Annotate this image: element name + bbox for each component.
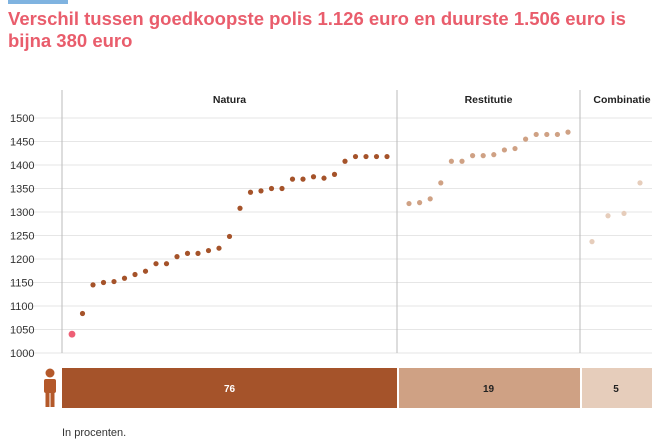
- data-point: [121, 275, 128, 281]
- data-point: [321, 175, 327, 181]
- data-point: [174, 254, 180, 260]
- data-point: [226, 233, 233, 240]
- data-point: [501, 147, 507, 153]
- data-point: [363, 153, 369, 160]
- data-point: [544, 131, 550, 138]
- data-point: [132, 271, 138, 278]
- data-point: [480, 153, 486, 159]
- y-tick-label: 1000: [10, 348, 34, 360]
- data-point: [637, 180, 643, 186]
- data-point: [352, 153, 359, 160]
- data-point: [216, 245, 222, 251]
- data-point: [621, 210, 627, 217]
- data-point: [438, 180, 444, 186]
- data-point: [289, 176, 296, 182]
- person-leg-right: [50, 391, 55, 407]
- y-tick-label: 1400: [10, 160, 34, 172]
- title-accent-bar: [8, 0, 68, 4]
- person-head: [45, 368, 55, 378]
- data-point: [470, 153, 476, 159]
- data-point: [417, 200, 423, 206]
- data-point: [268, 185, 275, 192]
- data-point: [565, 129, 571, 135]
- data-point: [90, 282, 96, 288]
- data-point: [384, 153, 390, 160]
- person-body: [44, 379, 56, 393]
- data-point: [79, 310, 86, 317]
- share-bar-combinatie: [582, 368, 652, 408]
- share-value-restitutie: 19: [483, 384, 495, 395]
- data-point: [448, 158, 454, 164]
- data-point: [142, 268, 149, 274]
- y-tick-label: 1500: [10, 113, 34, 125]
- data-point: [184, 250, 191, 256]
- data-point: [237, 205, 243, 211]
- data-point: [163, 261, 170, 267]
- y-tick-label: 1050: [10, 325, 34, 337]
- data-point: [195, 250, 201, 256]
- y-tick-label: 1250: [10, 231, 34, 243]
- data-point: [533, 131, 539, 138]
- group-label-restitutie: Restitutie: [465, 94, 513, 106]
- share-bar-natura: [62, 368, 397, 408]
- data-point: [258, 188, 264, 194]
- data-point: [605, 213, 611, 219]
- y-tick-label: 1200: [10, 254, 34, 266]
- y-tick-label: 1350: [10, 184, 34, 196]
- page-title: Verschil tussen goedkoopste polis 1.126 …: [8, 8, 626, 51]
- data-point: [100, 279, 107, 286]
- data-point: [279, 185, 285, 192]
- data-point: [459, 158, 465, 164]
- data-point: [512, 145, 518, 152]
- data-point: [300, 176, 306, 182]
- data-point: [523, 136, 529, 142]
- person-leg-left: [45, 391, 50, 407]
- data-point: [554, 131, 561, 138]
- data-point: [427, 196, 433, 202]
- data-point: [491, 152, 497, 158]
- data-point: [331, 171, 338, 177]
- group-label-combinatie: Combinatie: [593, 94, 650, 106]
- person-icon: [44, 368, 56, 407]
- y-tick-label: 1100: [10, 301, 34, 313]
- data-point: [589, 239, 595, 245]
- share-value-combinatie: 5: [613, 384, 619, 395]
- y-tick-label: 1450: [10, 137, 34, 149]
- share-bar-restitutie: [399, 368, 580, 408]
- data-point: [342, 158, 348, 164]
- y-tick-label: 1150: [10, 278, 34, 290]
- group-label-natura: Natura: [213, 94, 246, 106]
- data-point: [373, 153, 380, 160]
- data-point: [68, 330, 76, 338]
- data-point: [247, 189, 254, 195]
- data-point: [153, 261, 159, 267]
- data-point: [406, 200, 412, 207]
- data-point: [205, 247, 212, 254]
- share-value-natura: 76: [224, 384, 236, 395]
- footnote: In procenten.: [62, 427, 127, 439]
- y-tick-label: 1300: [10, 207, 34, 219]
- data-point: [310, 174, 317, 180]
- data-point: [111, 278, 117, 285]
